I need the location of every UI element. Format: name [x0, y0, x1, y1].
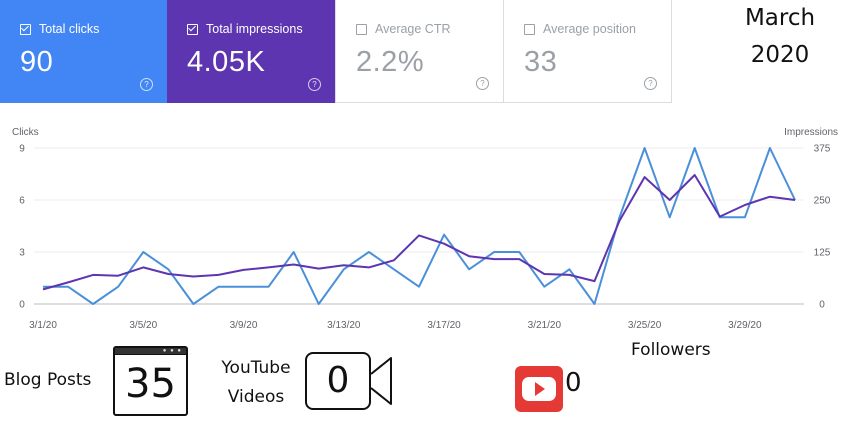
- youtube-icon: [515, 366, 563, 412]
- play-icon: [535, 382, 545, 396]
- help-icon[interactable]: ?: [476, 77, 489, 90]
- followers-count: 0: [565, 368, 582, 398]
- period-title: March 2020: [730, 0, 830, 74]
- help-icon[interactable]: ?: [140, 78, 153, 91]
- x-tick-label: 3/25/20: [628, 320, 662, 331]
- metric-label: Total clicks: [39, 22, 100, 36]
- y-tick-label-right: 250: [814, 196, 831, 207]
- average-position-card[interactable]: Average position 33 ?: [504, 0, 672, 103]
- x-tick-label: 3/1/20: [29, 320, 57, 331]
- total-impressions-card[interactable]: Total impressions 4.05K ?: [167, 0, 335, 103]
- y-tick-label-left: 3: [19, 248, 25, 259]
- series-line-clicks: [43, 147, 796, 305]
- youtube-videos-count: 0: [305, 352, 371, 410]
- blog-posts-counter: ● ● ● 35: [113, 346, 188, 416]
- help-icon[interactable]: ?: [308, 78, 321, 91]
- camera-lens-icon: [370, 357, 392, 405]
- youtube-label-line1: YouTube: [221, 358, 291, 378]
- y-axis-right-title: Impressions: [784, 127, 838, 138]
- performance-chart: Clicks Impressions 0 0 3 125 6 250 9 375 3/1/20 3/5…: [12, 127, 838, 331]
- x-tick-label: 3/5/20: [129, 320, 157, 331]
- followers-label: Followers: [631, 340, 711, 360]
- metric-value: 2.2%: [356, 46, 425, 78]
- checkbox-icon[interactable]: [524, 23, 535, 35]
- metric-value: 90: [20, 46, 54, 78]
- period-year: 2020: [750, 42, 810, 68]
- youtube-videos-label: YouTube Videos: [215, 354, 297, 412]
- checkbox-icon[interactable]: [20, 23, 31, 35]
- period-month: March: [744, 5, 816, 31]
- blog-posts-label: Blog Posts: [4, 370, 92, 390]
- x-tick-label: 3/9/20: [230, 320, 258, 331]
- checkbox-icon[interactable]: [187, 23, 198, 35]
- help-icon[interactable]: ?: [644, 77, 657, 90]
- x-tick-label: 3/13/20: [327, 320, 361, 331]
- y-tick-label-left: 0: [19, 300, 25, 311]
- x-tick-label: 3/21/20: [528, 320, 562, 331]
- y-tick-label-left: 6: [19, 196, 25, 207]
- browser-bar: [115, 348, 186, 355]
- total-clicks-card[interactable]: Total clicks 90 ?: [0, 0, 167, 103]
- x-tick-label: 3/17/20: [427, 320, 461, 331]
- average-ctr-card[interactable]: Average CTR 2.2% ?: [335, 0, 504, 103]
- blog-posts-count: 35: [125, 361, 176, 407]
- y-tick-label-right: 375: [814, 144, 831, 155]
- metric-value: 33: [524, 46, 558, 78]
- y-tick-label-left: 9: [19, 144, 25, 155]
- window-dots-icon: ● ● ●: [162, 348, 182, 354]
- metric-label: Average CTR: [375, 22, 451, 36]
- video-camera-icon: 0: [305, 352, 393, 412]
- y-axis-left-title: Clicks: [12, 127, 39, 138]
- metric-value: 4.05K: [187, 46, 266, 78]
- series-line-impressions: [42, 174, 796, 291]
- youtube-label-line2: Videos: [227, 387, 285, 407]
- metric-label: Total impressions: [206, 22, 303, 36]
- y-tick-label-right: 0: [819, 300, 825, 311]
- x-tick-label: 3/29/20: [728, 320, 762, 331]
- checkbox-icon[interactable]: [356, 23, 367, 35]
- y-tick-label-right: 125: [814, 248, 831, 259]
- metric-label: Average position: [543, 22, 636, 36]
